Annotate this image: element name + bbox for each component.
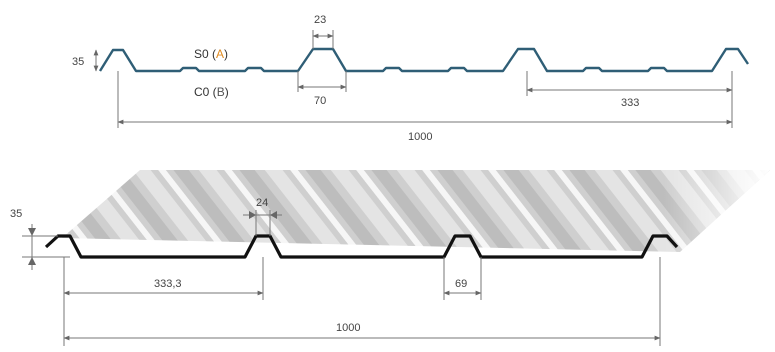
bottom-rib-base-dim-label: 69 — [455, 278, 467, 290]
bottom-rib-top-dim-label: 24 — [256, 197, 268, 209]
bottom-height-dim-label: 35 — [10, 208, 22, 220]
bottom-height-arrow-bottom — [28, 257, 36, 265]
top-profile: 35 23 70 333 1000 S0 (A) C0 (B) — [72, 14, 749, 143]
sheet-surface-fade — [62, 170, 770, 252]
bottom-rib-top-arrow-left — [249, 211, 256, 219]
top-profile-outline — [98, 47, 749, 73]
bottom-pitch-dim-label: 333,3 — [154, 278, 182, 290]
bottom-height-arrow-top — [28, 228, 36, 236]
bottom-width-dim-label: 1000 — [336, 322, 360, 334]
top-back-surface-label: C0 (B) — [194, 85, 229, 99]
bottom-profile-outline — [44, 234, 679, 259]
top-pitch-dim-label: 333 — [621, 97, 639, 109]
top-height-dim-label: 35 — [72, 56, 84, 68]
top-width-dim-label: 1000 — [408, 131, 432, 143]
top-rib-top-dim-label: 23 — [314, 14, 326, 26]
top-rib-base-dim-label: 70 — [314, 95, 326, 107]
bottom-rib-top-arrow-right — [270, 211, 277, 219]
top-front-surface-label: S0 (A) — [194, 47, 228, 61]
bottom-profile: 35 24 333,3 69 1000 — [10, 170, 770, 346]
